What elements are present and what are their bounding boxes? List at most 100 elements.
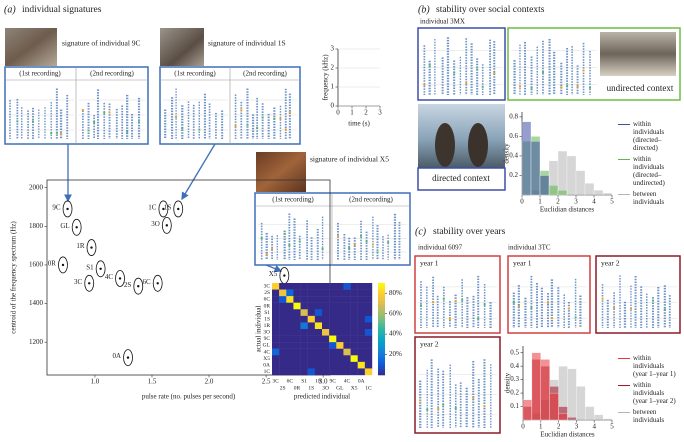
point (152, 274, 163, 292)
heatmap-cell (329, 342, 337, 349)
x-tick-label: 1S (308, 385, 314, 391)
spectrogram-spot (31, 120, 34, 123)
histogram-bar (566, 155, 577, 196)
x-tick-label: 0A (358, 378, 365, 384)
point-label: 4C (105, 273, 114, 281)
heatmap-cell (350, 289, 358, 297)
heatmap-cell (329, 348, 337, 356)
heatmap-cell (314, 335, 323, 343)
legend-item: within individuals (directed–directed) (618, 120, 680, 152)
colorbar-swatch (378, 324, 385, 327)
spectrogram-spot (256, 127, 259, 130)
signature-caption: signature of individual 1S (208, 39, 286, 48)
point (95, 260, 106, 278)
heatmap-cell (314, 329, 323, 336)
y-tick-label: 0.3 (510, 375, 519, 383)
heatmap-cell (293, 355, 301, 363)
heatmap-cell (364, 283, 373, 290)
box-frame (417, 167, 506, 191)
point (133, 277, 144, 295)
spectrogram-spot (476, 68, 479, 71)
spectrogram-spot (663, 308, 666, 311)
heatmap-cell (357, 315, 366, 323)
legend-swatch (618, 159, 630, 160)
histogram-bar (521, 121, 532, 196)
heatmap-cell (272, 322, 280, 330)
point (86, 239, 97, 256)
spectrogram-spot (465, 82, 468, 85)
heatmap-cell (307, 289, 316, 297)
heatmap-cell (329, 315, 337, 323)
heatmap-cell (350, 368, 358, 376)
heatmap-cell (293, 335, 301, 343)
heatmap-cell (279, 335, 287, 343)
spectrogram-spot (483, 303, 486, 306)
heatmap-cell (322, 329, 330, 336)
colorbar-swatch (378, 335, 385, 339)
histogram-bar (593, 189, 604, 196)
heatmap-cell (279, 355, 287, 363)
spectrogram-spot (448, 317, 451, 320)
signature-caption: signature of individual 9C (62, 39, 141, 48)
heatmap-cell (350, 329, 358, 336)
spectrogram-spot (246, 123, 249, 126)
heatmap-cell (336, 296, 344, 303)
histogram-bar (549, 392, 559, 421)
spectrogram-spot (453, 71, 456, 74)
photo (418, 104, 505, 168)
x-tick-label: 0 (521, 423, 525, 431)
spectrogram-spot (512, 301, 515, 304)
heatmap-cell (350, 342, 358, 349)
y-tick-label: 1200 (29, 338, 44, 346)
heatmap-cell (329, 302, 337, 310)
heatmap-cell (364, 309, 373, 317)
spectrogram-spot (426, 408, 429, 411)
point (71, 218, 82, 236)
point-label: 0R (48, 260, 57, 268)
legend-label: between individuals (633, 190, 665, 206)
colorbar-label: 80% (389, 289, 402, 297)
heatmap-cell (307, 355, 316, 363)
point-center (126, 356, 130, 359)
heatmap-cell (307, 296, 316, 303)
arrows (64, 143, 283, 273)
heatmap-cell (279, 348, 287, 356)
heatmap-cell (350, 361, 358, 369)
recording-label: (1st recording) (272, 196, 314, 204)
y-tick-label: 1S (264, 316, 270, 322)
spectrogram-spot (55, 131, 58, 134)
colorbar-swatch (378, 347, 385, 350)
heatmap-cell (343, 361, 351, 369)
heatmap-cell (272, 361, 280, 369)
heatmap-cell (286, 361, 294, 369)
heatmap-cell (272, 296, 280, 303)
panel-title: stability over years (433, 227, 506, 237)
heatmap-cell (307, 315, 316, 323)
heatmap-cell (279, 315, 287, 323)
spectrogram-spot (353, 243, 356, 246)
point (123, 349, 133, 367)
heatmap-cell (300, 329, 308, 336)
histogram-bar (602, 418, 613, 421)
heatmap-cell (322, 355, 330, 363)
heatmap-cell (364, 302, 373, 310)
legend-swatch (618, 194, 630, 195)
heatmap-cell (300, 283, 308, 290)
spectrogram-spot (60, 132, 63, 135)
heatmap-cell (286, 329, 294, 336)
spectrogram-spot (175, 116, 178, 119)
legend: within individuals (year 1–year 1) within… (618, 354, 680, 427)
panel-title: individual signatures (22, 5, 102, 15)
x-tick-label: 1 (538, 198, 542, 206)
heatmap-cell (322, 309, 330, 317)
colorbar-swatch (378, 296, 385, 300)
histogram-bar (584, 183, 595, 196)
y-tick-label: 0 (331, 102, 335, 110)
point-label: GL (60, 222, 69, 230)
heatmap-cell (350, 296, 358, 303)
point-center (61, 263, 65, 267)
legend-swatch (618, 412, 630, 413)
plot-frame (46, 179, 331, 376)
y-tick-label: 0.2 (510, 389, 519, 397)
x-axis-label: predicted individual (294, 393, 350, 401)
